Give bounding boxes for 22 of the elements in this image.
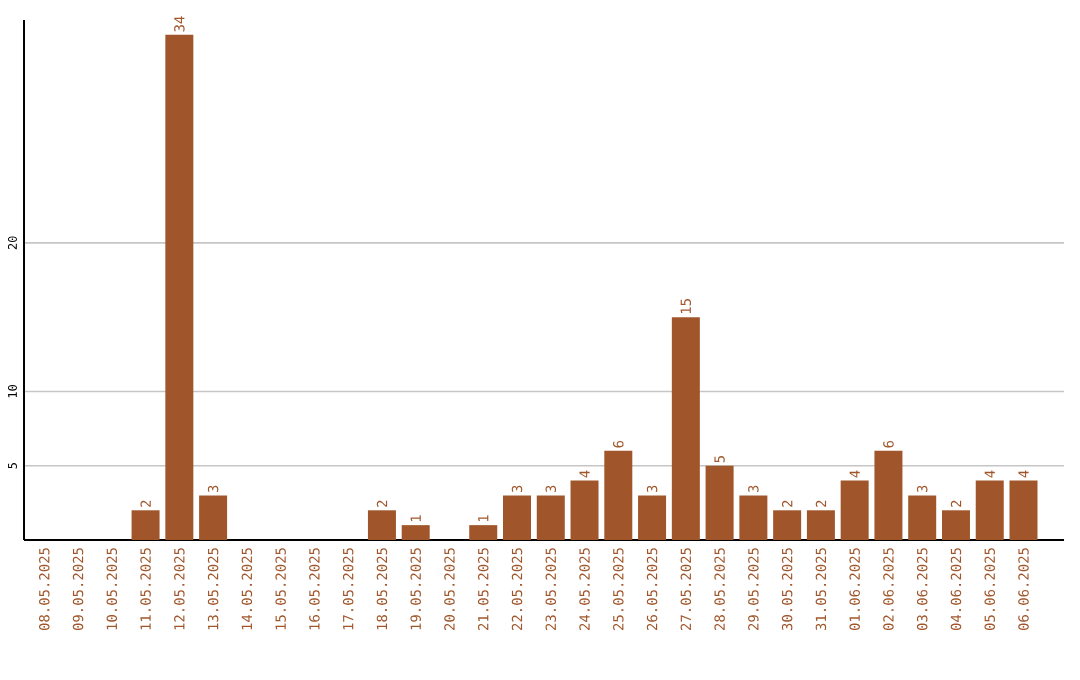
bar (874, 450, 903, 540)
bar (671, 317, 700, 540)
bar (739, 495, 768, 540)
bar (536, 495, 565, 540)
bar (941, 510, 970, 540)
bar (840, 480, 869, 540)
bar (165, 34, 194, 540)
bar (638, 495, 667, 540)
bar (131, 510, 160, 540)
bar (570, 480, 599, 540)
bar (1009, 480, 1038, 540)
bar (773, 510, 802, 540)
bar (469, 525, 498, 540)
bar (806, 510, 835, 540)
bar (705, 465, 734, 540)
bar (604, 450, 633, 540)
bar (503, 495, 531, 540)
bar (199, 495, 228, 540)
bar (401, 525, 430, 540)
bar (367, 510, 396, 540)
bar (908, 495, 937, 540)
bar (975, 480, 1004, 540)
